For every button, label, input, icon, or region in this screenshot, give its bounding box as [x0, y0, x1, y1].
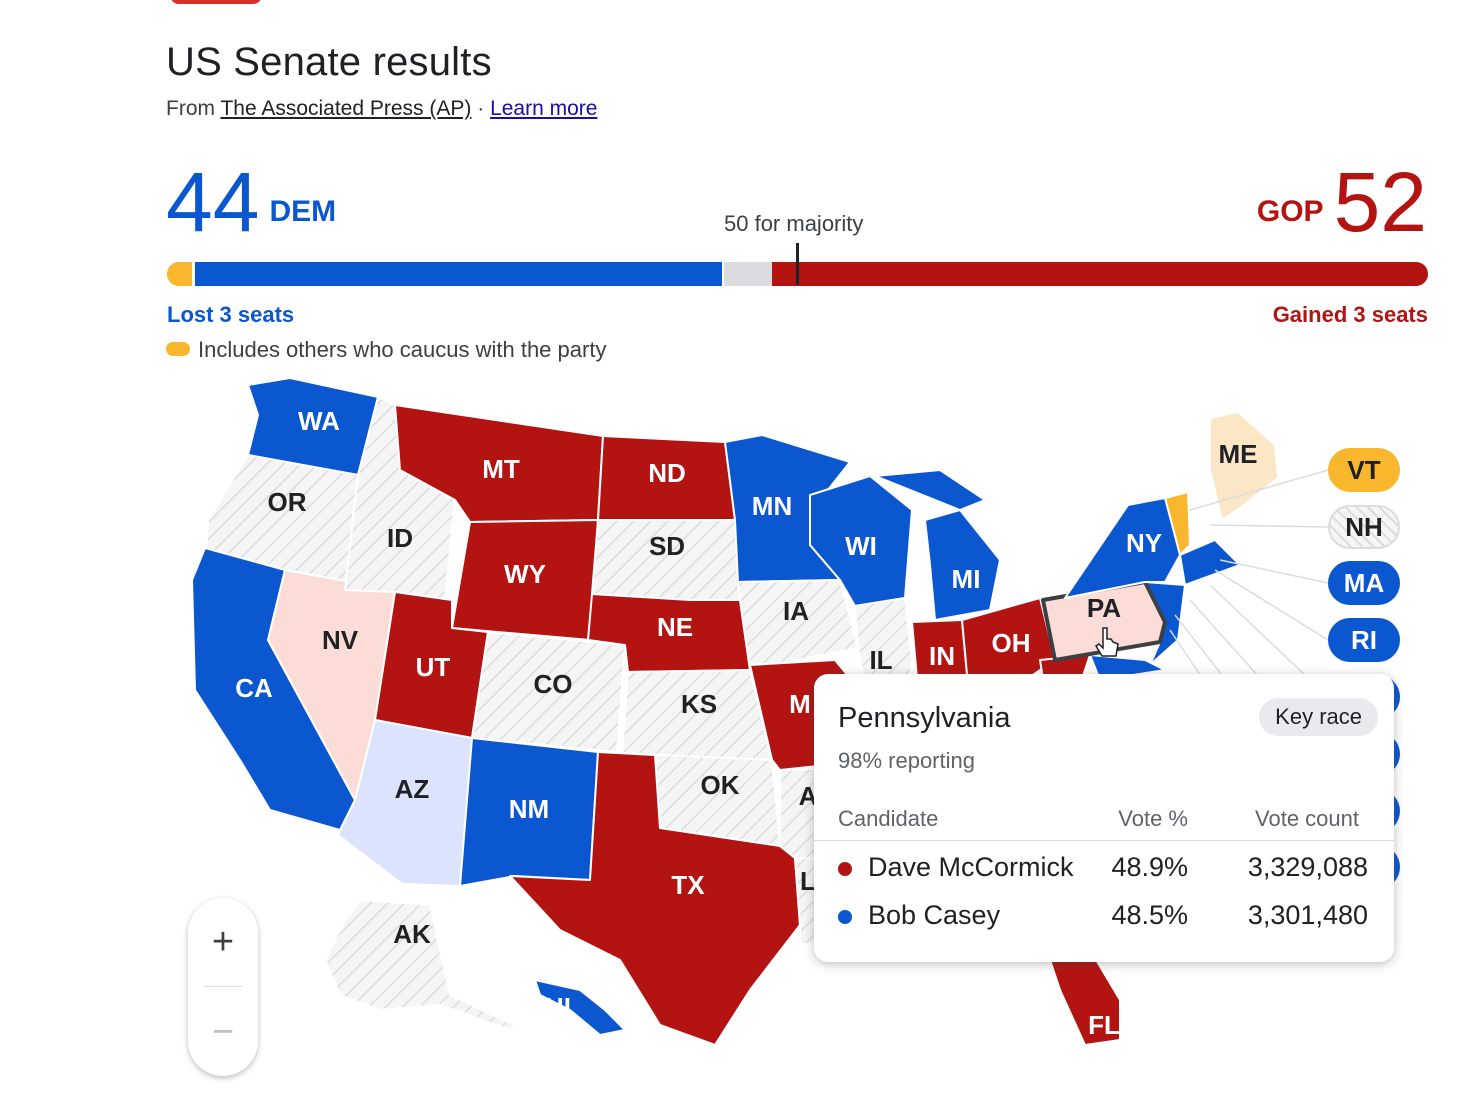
pointer-hand-icon	[1094, 627, 1119, 657]
state-label-pa: PA	[1087, 593, 1121, 623]
source-line: From The Associated Press (AP) · Learn m…	[166, 97, 597, 121]
candidate-name: Bob Casey	[868, 900, 1001, 930]
state-label-la: L	[800, 866, 816, 896]
bar-segment-dem	[192, 262, 725, 286]
candidate-name: Dave McCormick	[868, 852, 1074, 882]
state-label-mo: M	[789, 689, 811, 719]
bar-segment-independent	[167, 262, 193, 286]
source-separator: ·	[471, 97, 491, 120]
majority-marker	[796, 243, 799, 285]
state-label-nm: NM	[509, 794, 549, 824]
state-label-mn: MN	[752, 491, 792, 521]
caucus-legend-swatch	[166, 342, 190, 356]
leader-line	[1214, 569, 1329, 641]
zoom-out-button[interactable]: −	[211, 1010, 235, 1053]
state-label-il: IL	[869, 645, 892, 675]
state-chip-vt[interactable]: VT	[1328, 448, 1400, 492]
state-label-id: ID	[387, 523, 413, 553]
candidate-row: Dave McCormick 48.9% 3,329,088	[814, 848, 1394, 888]
state-label-ia: IA	[783, 596, 809, 626]
source-prefix: From	[166, 97, 221, 120]
state-chip-nh[interactable]: NH	[1328, 505, 1400, 549]
state-label-wi: WI	[845, 531, 877, 561]
state-label-nd: ND	[648, 458, 686, 488]
column-header-vote-pct: Vote %	[1118, 806, 1188, 831]
state-label-wy: WY	[504, 559, 546, 589]
state-results-card: Pennsylvania Key race 98% reporting Cand…	[814, 674, 1394, 962]
candidate-vote-pct: 48.5%	[1111, 900, 1188, 930]
gop-seat-count: GOP 52	[1257, 160, 1427, 244]
candidate-row: Bob Casey 48.5% 3,301,480	[814, 896, 1394, 936]
state-label-tx: TX	[671, 870, 705, 900]
state-ak[interactable]	[324, 899, 516, 1031]
map-region-shape[interactable]	[874, 468, 988, 512]
gop-seat-change: Gained 3 seats	[1272, 302, 1428, 327]
zoom-divider	[204, 986, 242, 987]
top-tab-indicator	[170, 0, 262, 4]
leader-line	[1189, 469, 1329, 511]
state-label-oh: OH	[992, 628, 1031, 658]
card-state-name: Pennsylvania	[838, 702, 1011, 734]
state-label-me: ME	[1219, 439, 1258, 469]
candidate-vote-count: 3,329,088	[1247, 852, 1368, 882]
gop-party-label: GOP	[1256, 195, 1324, 228]
state-tx[interactable]	[509, 751, 801, 1046]
column-header-candidate: Candidate	[838, 806, 939, 831]
zoom-in-button[interactable]: +	[211, 920, 235, 963]
zoom-control: + −	[188, 898, 258, 1076]
party-dot	[838, 910, 852, 924]
majority-label: 50 for majority	[724, 211, 864, 236]
dem-seat-count: 44 DEM	[166, 160, 336, 244]
state-label-or: OR	[268, 487, 307, 517]
key-race-badge: Key race	[1259, 698, 1378, 736]
state-label-fl: FL	[1088, 1010, 1120, 1040]
state-label-co: CO	[534, 669, 573, 699]
candidate-vote-pct: 48.9%	[1111, 852, 1188, 882]
caucus-legend: Includes others who caucus with the part…	[166, 337, 606, 363]
page-title: US Senate results	[166, 40, 492, 84]
bar-segment-gop	[772, 262, 1428, 286]
state-label-wa: WA	[298, 406, 340, 436]
map-region-shape[interactable]	[1088, 653, 1169, 682]
state-label-mi: MI	[952, 564, 981, 594]
state-label-ks: KS	[681, 689, 717, 719]
state-label-ut: UT	[416, 652, 451, 682]
state-mi[interactable]	[924, 509, 1001, 621]
card-divider	[814, 840, 1394, 841]
state-label-ne: NE	[657, 612, 693, 642]
state-label-ak: AK	[393, 919, 431, 949]
state-chip-ri[interactable]: RI	[1328, 618, 1400, 662]
state-me[interactable]	[1209, 411, 1279, 521]
party-dot	[838, 862, 852, 876]
candidate-vote-count: 3,301,480	[1247, 900, 1368, 930]
state-hi[interactable]	[534, 979, 626, 1036]
state-label-ok: OK	[701, 770, 740, 800]
state-label-hi: HI	[545, 992, 571, 1022]
leader-line	[1219, 559, 1329, 584]
state-label-ca: CA	[235, 673, 273, 703]
state-ny[interactable]	[1064, 497, 1181, 599]
state-label-az: AZ	[395, 774, 430, 804]
state-label-sd: SD	[649, 531, 685, 561]
leader-line	[1209, 524, 1329, 528]
reporting-status: 98% reporting	[838, 748, 975, 773]
dem-seats-number: 44	[166, 155, 260, 249]
source-link[interactable]: The Associated Press (AP)	[220, 97, 472, 120]
caucus-legend-text: Includes others who caucus with the part…	[198, 337, 607, 362]
state-label-mt: MT	[482, 454, 520, 484]
state-label-nv: NV	[322, 625, 359, 655]
state-chip-ma[interactable]: MA	[1328, 561, 1400, 605]
bar-segment-undecided	[721, 262, 775, 286]
learn-more-link[interactable]: Learn more	[490, 97, 598, 120]
gop-seats-number: 52	[1333, 155, 1427, 249]
dem-party-label: DEM	[269, 195, 337, 228]
state-label-ny: NY	[1126, 528, 1162, 558]
state-label-in: IN	[929, 641, 955, 671]
dem-seat-change: Lost 3 seats	[167, 302, 295, 327]
column-header-vote-count: Vote count	[1255, 806, 1359, 831]
state-label-ar: A	[799, 781, 818, 811]
